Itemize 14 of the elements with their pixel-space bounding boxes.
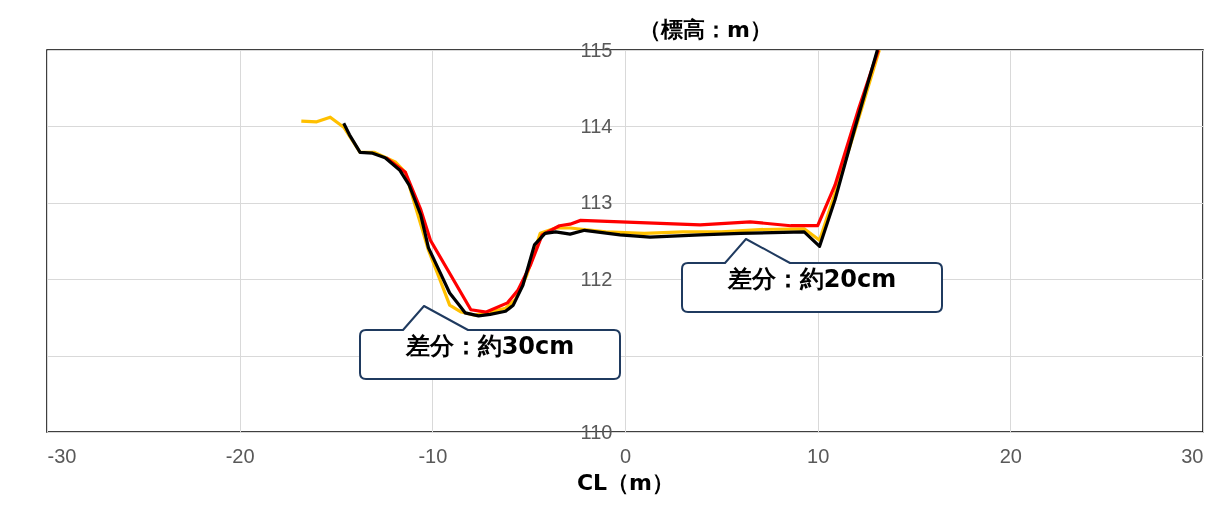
x-tick-label: 10: [807, 444, 830, 467]
y-axis-title: （標高：m）: [639, 16, 772, 42]
x-tick-label: 20: [999, 444, 1022, 467]
x-axis-title: CL（m）: [576, 469, 675, 495]
y-tick-label: 112: [580, 267, 613, 290]
annotation: 差分：約20cm: [726, 264, 898, 295]
x-tick-label: 0: [619, 444, 632, 467]
y-tick-label: 114: [580, 114, 613, 137]
x-tick-label: -20: [225, 444, 255, 467]
x-tick-label: -30: [47, 444, 77, 467]
x-tick-label: 30: [1181, 444, 1204, 467]
x-tick-label: -10: [418, 444, 448, 467]
y-tick-label: 113: [580, 191, 613, 214]
annotation: 差分：約30cm: [404, 331, 576, 362]
